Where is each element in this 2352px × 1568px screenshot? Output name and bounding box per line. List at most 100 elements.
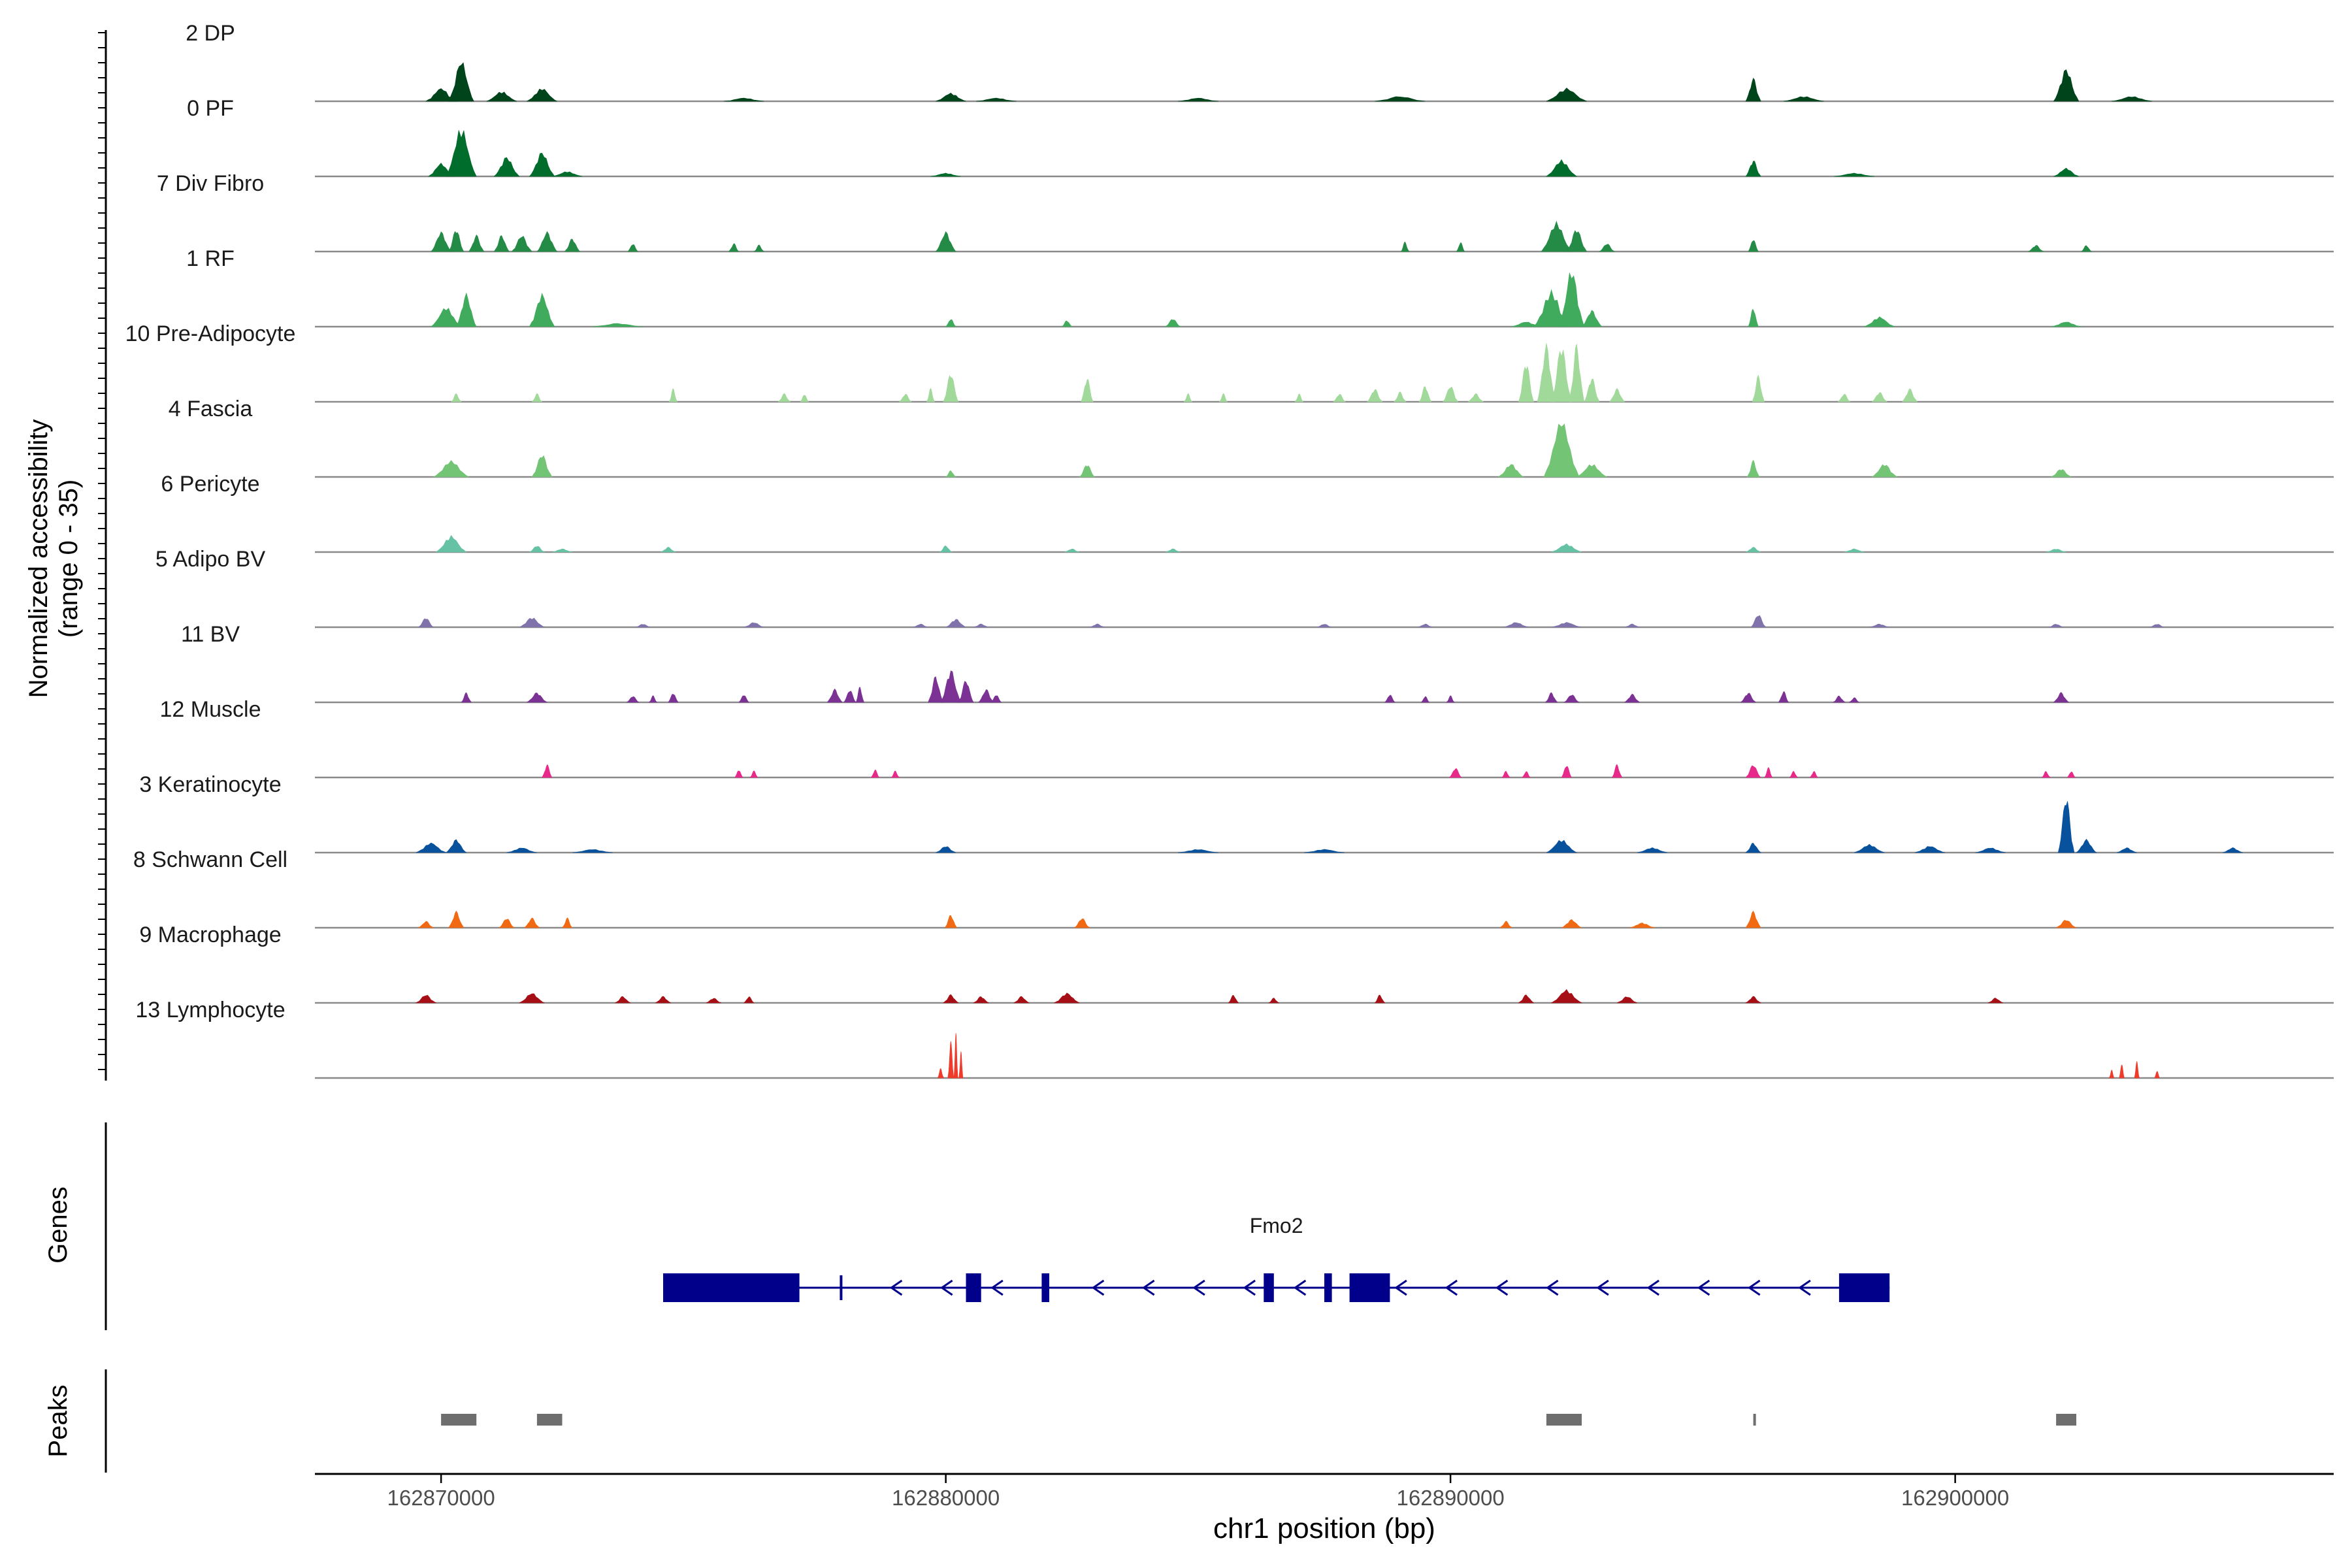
coverage-peak <box>648 695 658 703</box>
coverage-peak <box>1501 771 1511 778</box>
strand-arrow <box>1394 1279 1407 1296</box>
coverage-peak <box>1543 423 1580 478</box>
gene-exon <box>966 1273 981 1302</box>
coverage-peak <box>431 231 452 252</box>
coverage-peak <box>2028 245 2044 252</box>
coverage-peak <box>743 996 755 1004</box>
coverage-peak <box>975 97 1017 102</box>
coverage-peak <box>493 235 510 252</box>
coverage-peak <box>430 308 462 327</box>
coverage-peak <box>592 323 644 327</box>
coverage-peak <box>531 455 553 478</box>
coverage-peak <box>1446 695 1456 703</box>
coverage-peak <box>552 171 583 177</box>
coverage-peak <box>1854 843 1885 853</box>
coverage-peak <box>870 770 880 778</box>
coverage-peak <box>939 546 953 553</box>
coverage-peak <box>944 915 958 928</box>
coverage-tracks: 2 DP 0 PF 7 Div Fibro 1 RF 10 Pre-Adipocyte 4… <box>125 21 2334 1079</box>
coverage-peak <box>448 910 465 928</box>
track-4-fascia: 4 Fascia <box>169 397 2334 478</box>
coverage-peak <box>433 460 470 478</box>
coverage-peak <box>1541 220 1573 252</box>
coverage-peak <box>1744 996 1762 1004</box>
coverage-peak <box>1576 464 1608 478</box>
coverage-peak <box>1294 393 1304 402</box>
coverage-peak <box>1546 159 1578 177</box>
track-8-schwann-cell: 8 Schwann Cell <box>133 847 2334 929</box>
coverage-peak <box>561 917 573 928</box>
coverage-peak <box>1400 241 1410 252</box>
peak-region <box>2056 1414 2076 1426</box>
coverage-peak <box>1561 919 1582 928</box>
coverage-peak <box>2053 692 2070 703</box>
coverage-peak <box>2081 245 2092 252</box>
coverage-peak <box>1467 393 1484 402</box>
coverage-peak <box>416 842 447 853</box>
coverage-peak <box>2108 1070 2115 1079</box>
coverage-peak <box>529 546 546 553</box>
coverage-peak <box>417 618 434 628</box>
coverage-peak <box>945 619 967 628</box>
coverage-peak <box>1864 316 1895 327</box>
coverage-peak <box>855 687 864 703</box>
coverage-peak <box>2149 624 2165 628</box>
coverage-peak <box>928 676 944 703</box>
coverage-peak <box>1551 543 1582 553</box>
coverage-peak <box>627 244 639 252</box>
track-label: 11 BV <box>181 622 240 647</box>
track-label: 2 DP <box>186 21 235 46</box>
coverage-peak <box>1551 622 1582 628</box>
coverage-peak <box>743 622 764 628</box>
coverage-peak <box>2053 69 2080 102</box>
coverage-peak <box>536 231 558 252</box>
strand-arrow <box>1697 1279 1710 1296</box>
coverage-peak <box>2066 772 2076 778</box>
track-11-bv: 11 BV <box>181 622 2334 704</box>
coverage-peak <box>1871 464 1898 478</box>
track-label: 7 Div Fibro <box>157 171 264 196</box>
coverage-peak <box>1551 350 1572 402</box>
coverage-peak <box>843 691 857 703</box>
coverage-peak <box>723 97 764 102</box>
coverage-peak <box>2154 1071 2160 1079</box>
coverage-peak <box>1544 692 1558 703</box>
coverage-peak <box>461 692 472 703</box>
coverage-peak <box>1869 623 1890 628</box>
coverage-peak <box>1522 771 1531 778</box>
genes-panel-label: Genes <box>44 1186 73 1264</box>
strand-arrow <box>939 1279 953 1296</box>
coverage-peak <box>1499 921 1513 928</box>
coverage-peak <box>978 689 994 703</box>
coverage-peak <box>1987 998 2004 1004</box>
coverage-peak <box>990 695 1002 703</box>
coverage-peak <box>1089 623 1105 628</box>
coverage-peak <box>973 996 990 1004</box>
coverage-peak <box>668 694 679 703</box>
coverage-peak <box>1837 394 1851 402</box>
track-label: 10 Pre-Adipocyte <box>125 321 296 346</box>
coverage-peak <box>655 996 672 1004</box>
gene-exon <box>1349 1273 1390 1302</box>
coverage-peak <box>2048 624 2064 628</box>
coverage-peak <box>518 617 545 628</box>
track-label: 4 Fascia <box>169 397 253 421</box>
coverage-peak <box>1748 309 1759 327</box>
coverage-peak <box>1561 766 1573 778</box>
coverage-peak <box>2116 847 2137 853</box>
peak-region <box>1546 1414 1582 1426</box>
coverage-peak <box>930 172 961 177</box>
coverage-peak <box>1598 244 1616 252</box>
strand-arrow <box>1192 1279 1205 1296</box>
coverage-peak <box>943 375 959 402</box>
coverage-peak <box>1569 344 1585 402</box>
coverage-peak <box>777 393 791 402</box>
coverage-peak <box>435 534 467 553</box>
coverage-peak <box>1417 623 1433 628</box>
gene-exon <box>1324 1273 1332 1302</box>
coverage-peak <box>1581 310 1603 327</box>
coverage-peak <box>531 393 543 402</box>
strand-arrow <box>1545 1279 1559 1296</box>
track-5-adipo-bv: 5 Adipo BV <box>155 547 2334 629</box>
track-label: 5 Adipo BV <box>155 547 266 572</box>
